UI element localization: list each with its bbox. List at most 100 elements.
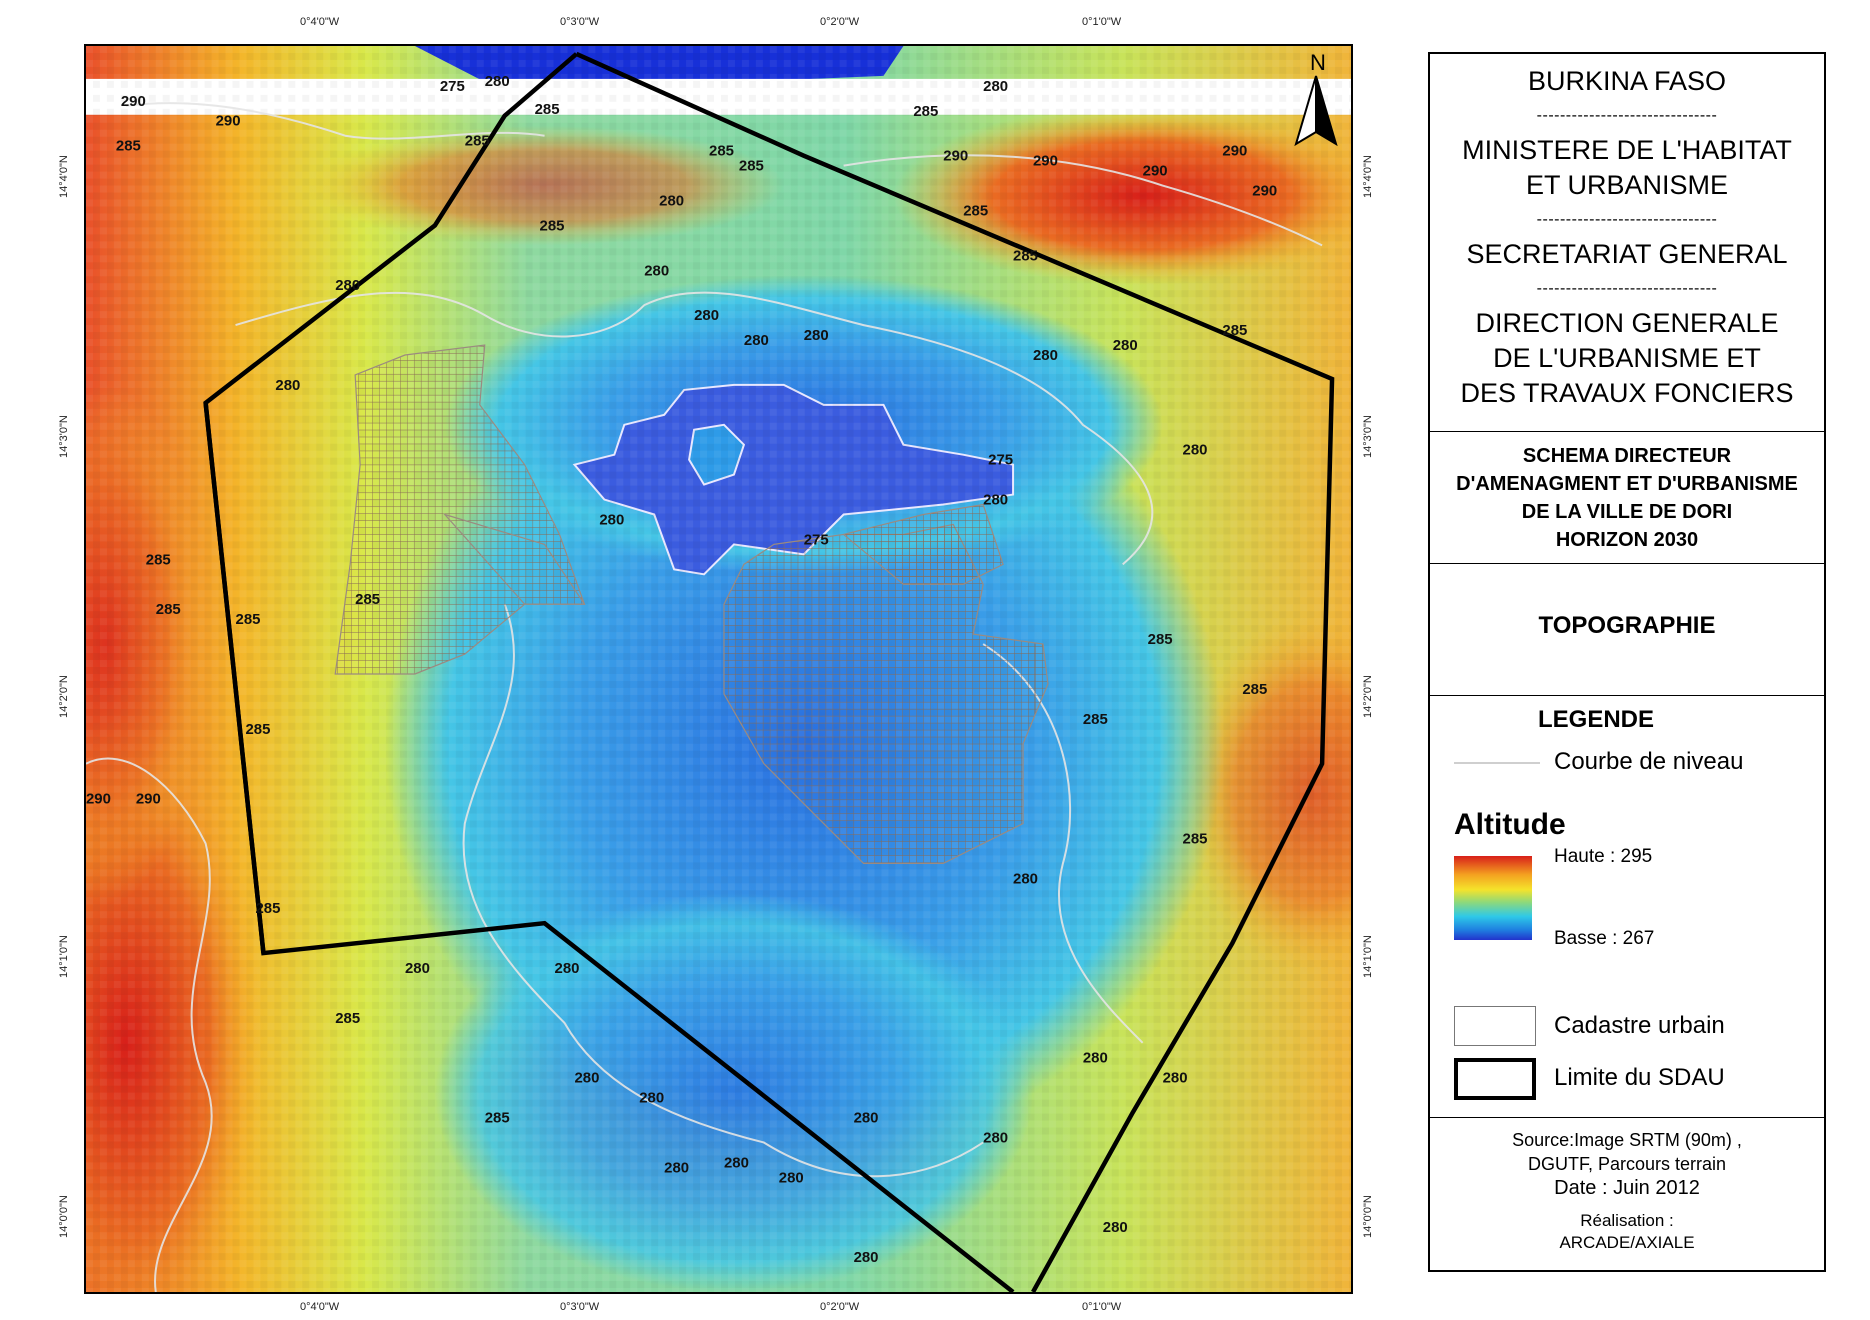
- cadastre-urbain-west-wedge: [443, 513, 586, 605]
- lon-tick-bottom-3: 0°2'0"W: [820, 1301, 860, 1313]
- raster-texture: [86, 46, 1351, 1292]
- svg-text:280: 280: [694, 307, 719, 324]
- svg-text:280: 280: [724, 1154, 749, 1171]
- svg-text:280: 280: [1083, 1050, 1108, 1067]
- svg-text:285: 285: [255, 900, 280, 917]
- cadastre-urbain-northeast: [842, 503, 1004, 585]
- svg-text:285: 285: [739, 158, 764, 175]
- svg-text:280: 280: [1113, 337, 1138, 354]
- svg-text:280: 280: [1103, 1219, 1128, 1236]
- svg-text:280: 280: [854, 1249, 879, 1266]
- country-name: BURKINA FASO: [1527, 66, 1727, 96]
- svg-text:290: 290: [943, 148, 968, 165]
- legend-section: LEGENDE Courbe de niveau Altitude Haute …: [1430, 696, 1824, 1118]
- svg-text:280: 280: [983, 78, 1008, 95]
- lon-tick-top-2: 0°3'0"W: [560, 16, 600, 28]
- realisation-line-1: Réalisation :: [1580, 1211, 1674, 1230]
- lat-tick-right-2: 14°3'0"N: [1362, 415, 1374, 458]
- map-title: TOPOGRAPHIE: [1538, 612, 1716, 639]
- lat-tick-left-4: 14°1'0"N: [58, 935, 70, 978]
- svg-text:290: 290: [136, 791, 161, 808]
- header-section: BURKINA FASO ---------------------------…: [1430, 54, 1824, 432]
- schema-line-4: HORIZON 2030: [1555, 529, 1699, 551]
- lon-tick-bottom-1: 0°4'0"W: [300, 1301, 340, 1313]
- svg-text:280: 280: [804, 327, 829, 344]
- svg-text:280: 280: [644, 262, 669, 279]
- svg-text:285: 285: [540, 217, 565, 234]
- svg-text:285: 285: [156, 601, 181, 618]
- lat-tick-right-5: 14°0'0"N: [1362, 1195, 1374, 1238]
- separator-1: -------------------------------: [1536, 107, 1718, 124]
- schema-line-1: SCHEMA DIRECTEUR: [1522, 445, 1732, 467]
- lon-tick-top-1: 0°4'0"W: [300, 16, 340, 28]
- svg-text:285: 285: [709, 143, 734, 160]
- svg-text:285: 285: [535, 101, 560, 118]
- svg-text:285: 285: [116, 138, 141, 155]
- svg-text:285: 285: [963, 202, 988, 219]
- topo-section: TOPOGRAPHIE: [1430, 564, 1824, 696]
- svg-text:280: 280: [639, 1090, 664, 1107]
- lon-tick-bottom-2: 0°3'0"W: [560, 1301, 600, 1313]
- cadastre-swatch: [1454, 1006, 1536, 1046]
- legend-title: LEGENDE: [1538, 706, 1655, 733]
- svg-text:280: 280: [555, 960, 580, 977]
- lon-tick-bottom-4: 0°1'0"W: [1082, 1301, 1122, 1313]
- svg-text:275: 275: [440, 78, 465, 95]
- lon-tick-top-3: 0°2'0"W: [820, 16, 860, 28]
- lat-tick-right-3: 14°2'0"N: [1362, 675, 1374, 718]
- lat-tick-right-4: 14°1'0"N: [1362, 935, 1374, 978]
- altitude-high-label: Haute : 295: [1554, 846, 1653, 867]
- date-line: Date : Juin 2012: [1554, 1177, 1700, 1199]
- svg-text:285: 285: [355, 591, 380, 608]
- svg-text:290: 290: [1143, 163, 1168, 180]
- svg-text:280: 280: [983, 1129, 1008, 1146]
- lat-tick-right-1: 14°4'0"N: [1362, 155, 1374, 198]
- svg-text:280: 280: [1183, 442, 1208, 459]
- map-canvas: 275 280 280 285 290 290 285 285 285 285 290 29…: [86, 46, 1351, 1292]
- direction-line-2: DE L'URBANISME ET: [1493, 343, 1761, 373]
- source-section: Source:Image SRTM (90m) , DGUTF, Parcour…: [1430, 1118, 1824, 1272]
- svg-text:290: 290: [1222, 143, 1247, 160]
- sdau-limit[interactable]: [575, 51, 1335, 1292]
- svg-text:285: 285: [1013, 247, 1038, 264]
- schema-section: SCHEMA DIRECTEUR D'AMENAGMENT ET D'URBAN…: [1430, 432, 1824, 564]
- realisation-line-2: ARCADE/AXIALE: [1559, 1233, 1695, 1252]
- lat-tick-left-3: 14°2'0"N: [58, 675, 70, 718]
- svg-text:280: 280: [983, 492, 1008, 509]
- topographic-map[interactable]: 275 280 280 285 290 290 285 285 285 285 290 29…: [84, 44, 1353, 1294]
- svg-text:280: 280: [405, 960, 430, 977]
- svg-text:290: 290: [1252, 183, 1277, 200]
- svg-text:280: 280: [854, 1110, 879, 1127]
- svg-text:275: 275: [804, 531, 829, 548]
- svg-text:285: 285: [146, 551, 171, 568]
- sdau-swatch: [1454, 1058, 1536, 1100]
- north-arrow-icon: N: [1290, 50, 1342, 152]
- source-line-2: DGUTF, Parcours terrain: [1527, 1154, 1727, 1174]
- lat-tick-left-1: 14°4'0"N: [58, 155, 70, 198]
- svg-text:280: 280: [779, 1169, 804, 1186]
- secretariat: SECRETARIAT GENERAL: [1466, 239, 1788, 269]
- svg-text:275: 275: [988, 452, 1013, 469]
- svg-text:285: 285: [913, 103, 938, 120]
- separator-3: -------------------------------: [1536, 280, 1718, 297]
- ministry-line-1: MINISTERE DE L'HABITAT: [1462, 135, 1792, 165]
- svg-text:290: 290: [216, 113, 241, 130]
- svg-text:285: 285: [1148, 631, 1173, 648]
- svg-text:280: 280: [659, 192, 684, 209]
- lat-tick-left-5: 14°0'0"N: [58, 1195, 70, 1238]
- sdau-label: Limite du SDAU: [1554, 1064, 1725, 1091]
- contour-label: Courbe de niveau: [1554, 748, 1744, 775]
- svg-text:285: 285: [1183, 830, 1208, 847]
- svg-text:280: 280: [335, 277, 360, 294]
- svg-text:280: 280: [485, 73, 510, 90]
- svg-text:280: 280: [744, 332, 769, 349]
- lon-tick-top-4: 0°1'0"W: [1082, 16, 1122, 28]
- source-line-1: Source:Image SRTM (90m) ,: [1512, 1130, 1742, 1150]
- contour-swatch: [1454, 762, 1540, 764]
- legend-panel: BURKINA FASO ---------------------------…: [1428, 52, 1826, 1272]
- ministry-line-2: ET URBANISME: [1525, 170, 1729, 200]
- schema-line-3: DE LA VILLE DE DORI: [1521, 501, 1733, 523]
- contour-labels: 275 280 280 285 290 290 285 285 285 285 290 29…: [86, 73, 1277, 1266]
- direction-line-1: DIRECTION GENERALE: [1475, 308, 1779, 338]
- svg-text:280: 280: [275, 377, 300, 394]
